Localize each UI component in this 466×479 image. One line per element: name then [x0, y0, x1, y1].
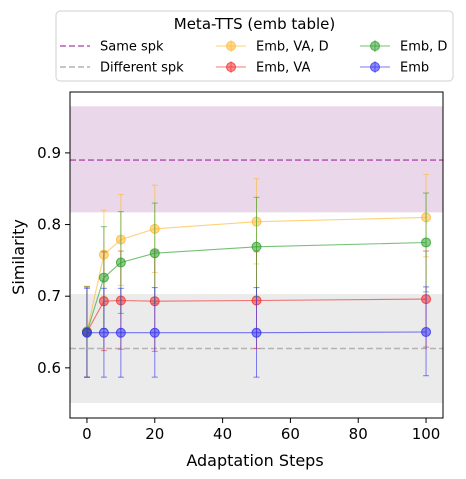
legend-swatch-marker [370, 62, 380, 72]
legend-box [55, 10, 454, 82]
x-tick-label: 40 [213, 425, 232, 443]
legend-entry: Emb [360, 61, 429, 76]
series-line [86, 298, 427, 333]
data-point [421, 237, 432, 248]
plot-inner [70, 106, 443, 403]
data-point [98, 327, 109, 338]
legend-entry: Emb, D [360, 40, 447, 55]
y-tick-label: 0.6 [37, 359, 61, 377]
y-tick-label: 0.9 [37, 144, 61, 162]
x-tick-label: 20 [145, 425, 164, 443]
series-line [86, 216, 427, 332]
x-tick-label: 60 [281, 425, 300, 443]
y-tick-label: 0.7 [37, 287, 61, 305]
axes: 0 20 40 60 80 100 0.6 0.7 0.8 0.9 [37, 91, 444, 443]
x-tick-label: 100 [412, 425, 441, 443]
legend-title: Meta-TTS (emb table) [174, 15, 335, 33]
data-point [149, 327, 160, 338]
data-point [81, 327, 92, 338]
legend-label: Same spk [100, 40, 164, 55]
data-point [149, 248, 160, 259]
legend-label: Emb, VA, D [256, 40, 329, 55]
y-tick-label: 0.8 [37, 216, 61, 234]
data-point [421, 327, 432, 338]
x-axis-label: Adaptation Steps [186, 451, 323, 470]
series-line [86, 241, 427, 333]
legend-entry: Emb, VA [216, 61, 310, 76]
legend-label: Emb, VA [256, 61, 310, 76]
legend-label: Emb, D [400, 40, 447, 55]
legend-swatch-marker [226, 62, 236, 72]
legend-swatch-marker [370, 41, 380, 51]
data-point [115, 327, 126, 338]
series-emb [81, 286, 432, 378]
data-point [115, 257, 126, 268]
legend-label: Different spk [100, 61, 184, 76]
legend-entry: Emb, VA, D [216, 40, 329, 55]
plot-area [70, 106, 443, 403]
data-point [251, 241, 262, 252]
x-tick-label: 80 [349, 425, 368, 443]
legend-swatch-marker [226, 41, 236, 51]
y-axis-label: Similarity [9, 219, 28, 295]
series-emb-d [81, 192, 432, 378]
x-tick-label: 0 [82, 425, 92, 443]
legend: Meta-TTS (emb table) Same spk Different sp… [55, 10, 454, 82]
legend-entry: Same spk [60, 40, 164, 55]
data-point [251, 327, 262, 338]
legend-entry: Different spk [60, 61, 184, 76]
legend-label: Emb [400, 61, 429, 76]
data-point [98, 272, 109, 283]
plot-frame [69, 91, 444, 419]
